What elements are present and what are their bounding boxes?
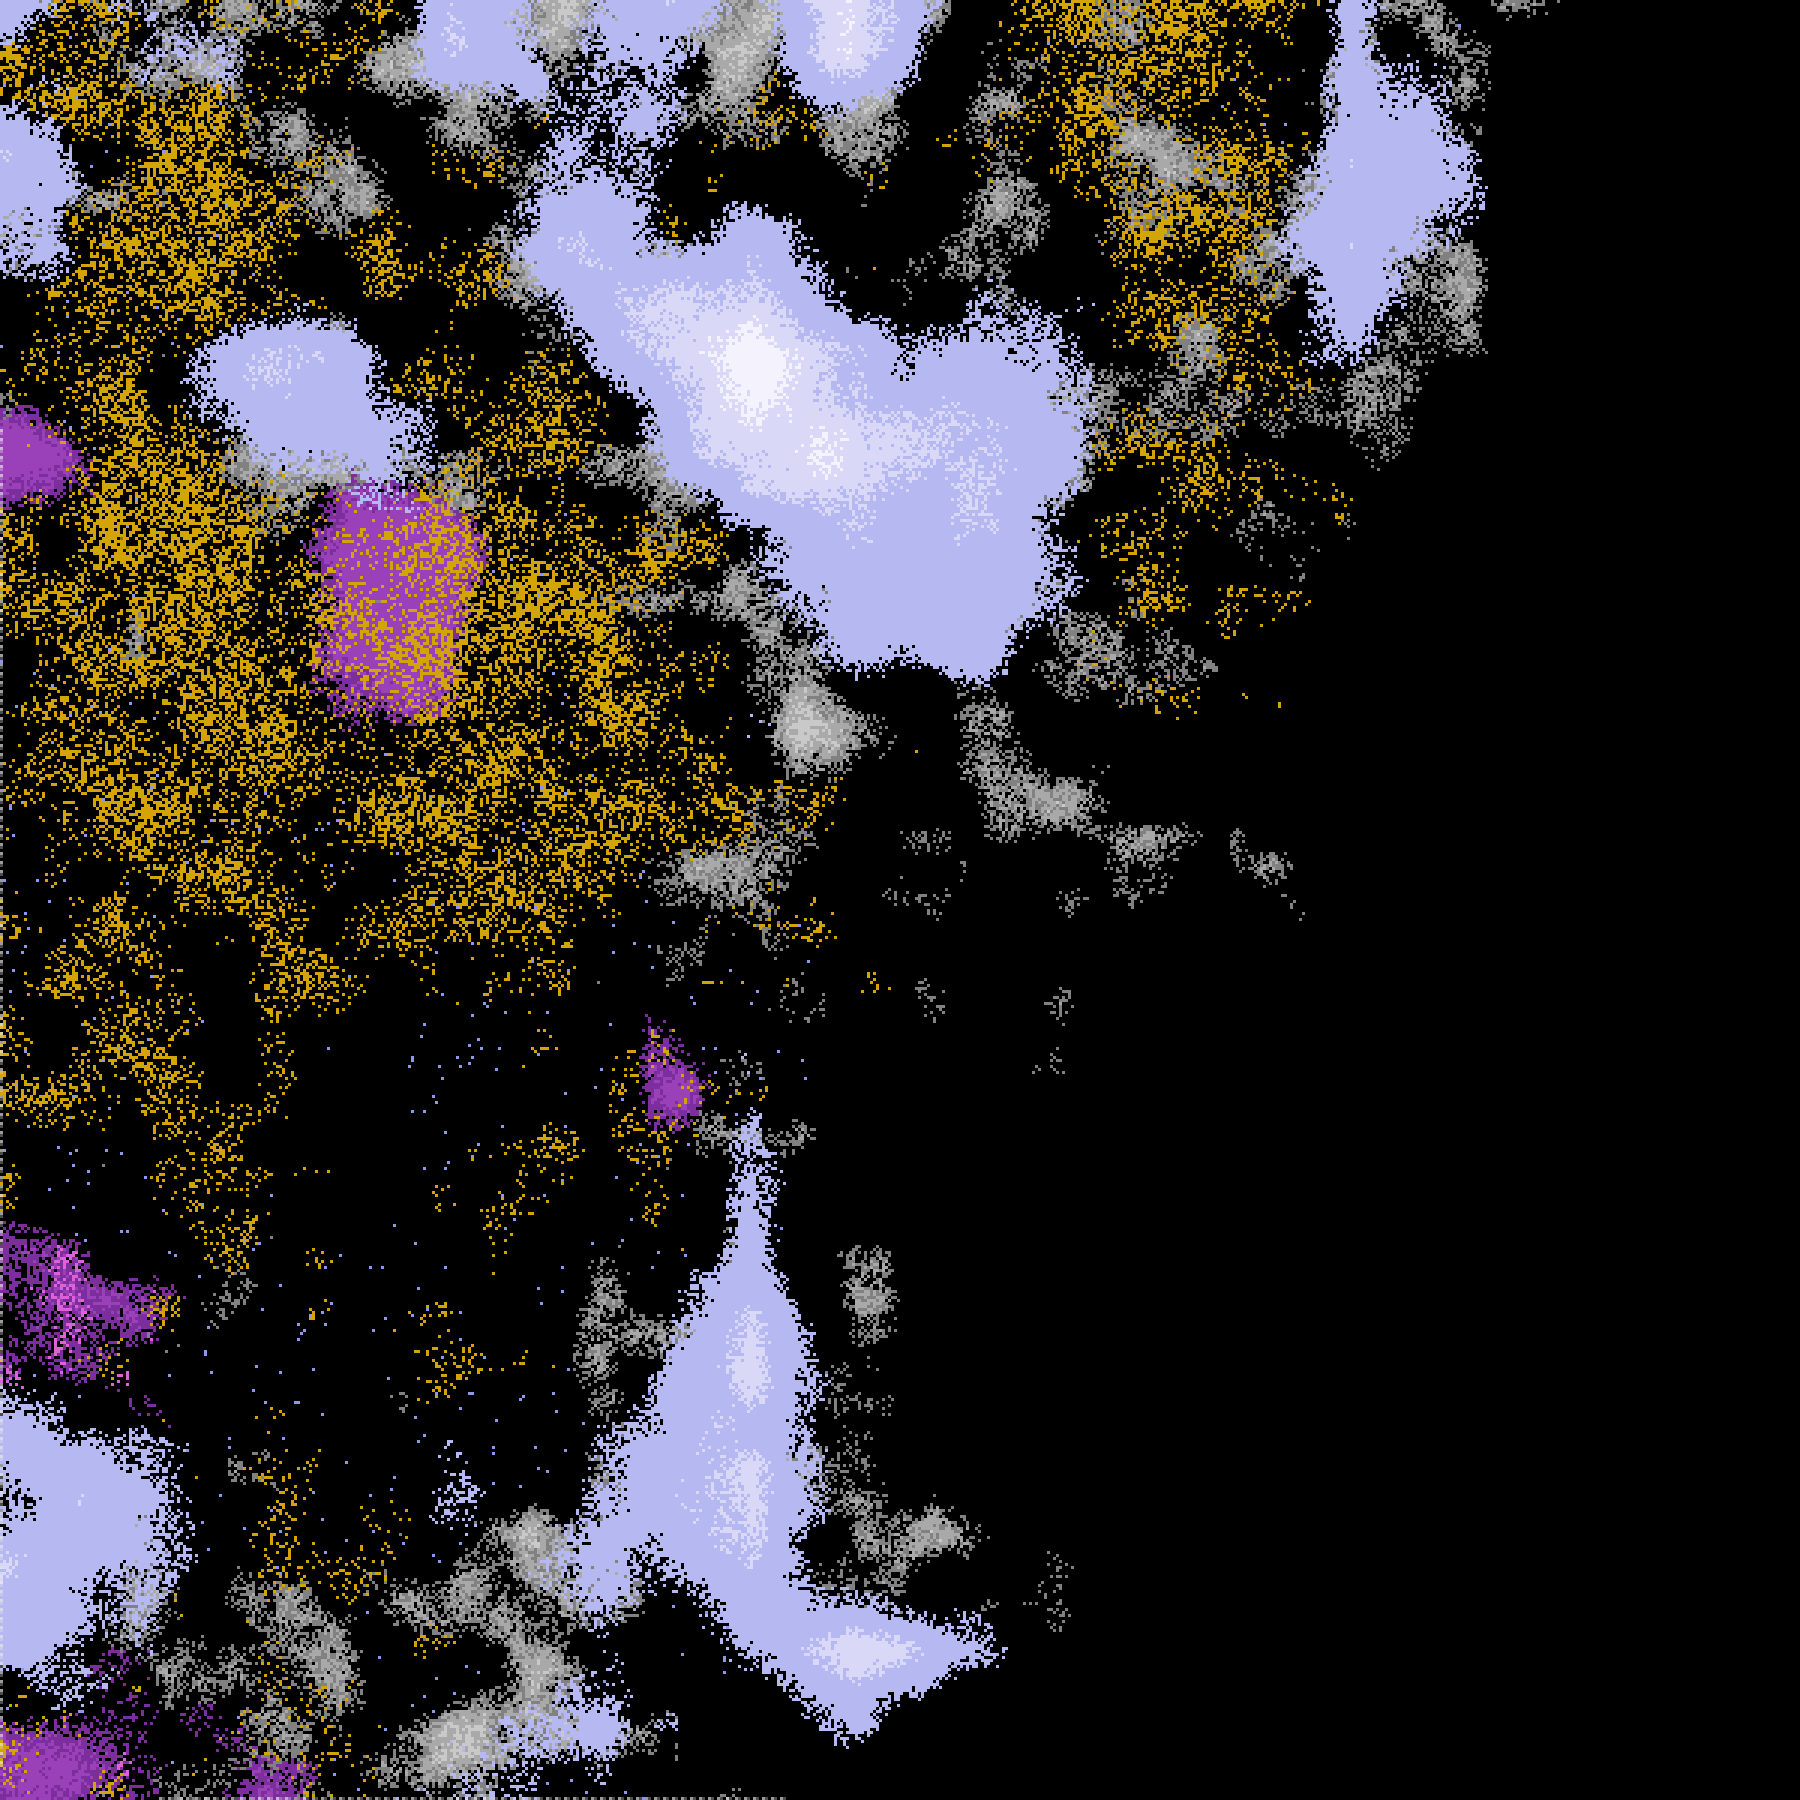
satellite-image-canvas xyxy=(0,0,1800,1800)
satellite-scene xyxy=(0,0,1800,1800)
